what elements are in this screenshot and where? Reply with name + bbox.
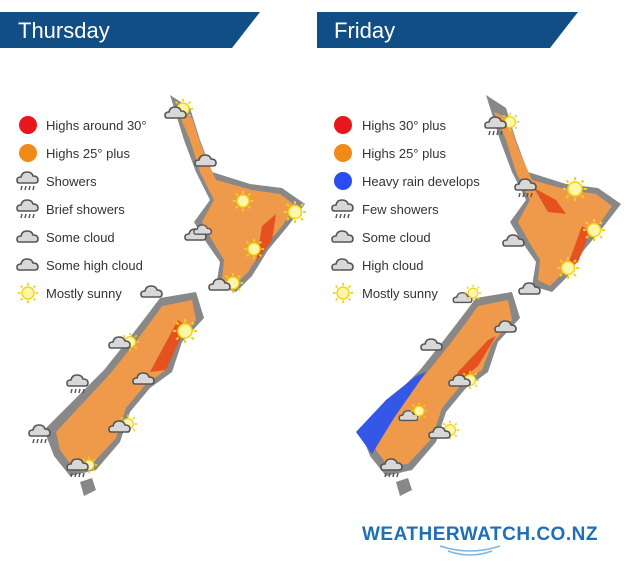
legend-label: Highs 30° plus [362,118,446,133]
legend-label: Heavy rain develops [362,174,480,189]
legend-label: High cloud [362,258,423,273]
header-banner [0,12,260,48]
hot-zone [566,226,590,270]
header-title: Thursday [18,18,110,43]
legend: Highs 30° plus Highs 25° plus Heavy rain d… [362,118,480,301]
hot-zone [534,188,566,214]
heavy-rain-zone [356,372,426,454]
hot-zone [150,320,186,372]
legend-label: Some cloud [46,230,115,245]
legend-icons [16,116,39,304]
legend: Highs around 30° Highs 25° plus Showers Bri… [46,118,147,301]
brand-logo: WEATHERWATCH.CO.NZ [362,524,598,556]
thursday-panel: Thursday Highs around [0,12,307,496]
legend-label: Some cloud [362,230,431,245]
legend-label: Mostly sunny [46,286,122,301]
legend-label: Brief showers [46,202,125,217]
legend-label: Few showers [362,202,439,217]
header-title: Friday [334,18,395,43]
legend-label: Highs 25° plus [46,146,130,161]
legend-icons [331,116,354,304]
header-banner [317,12,578,48]
legend-label: Showers [46,174,97,189]
hot-zone [256,214,276,262]
legend-label: Highs 25° plus [362,146,446,161]
legend-label: Highs around 30° [46,118,147,133]
legend-label: Mostly sunny [362,286,438,301]
brand-text: WEATHERWATCH.CO.NZ [362,524,598,545]
legend-label: Some high cloud [46,258,143,273]
